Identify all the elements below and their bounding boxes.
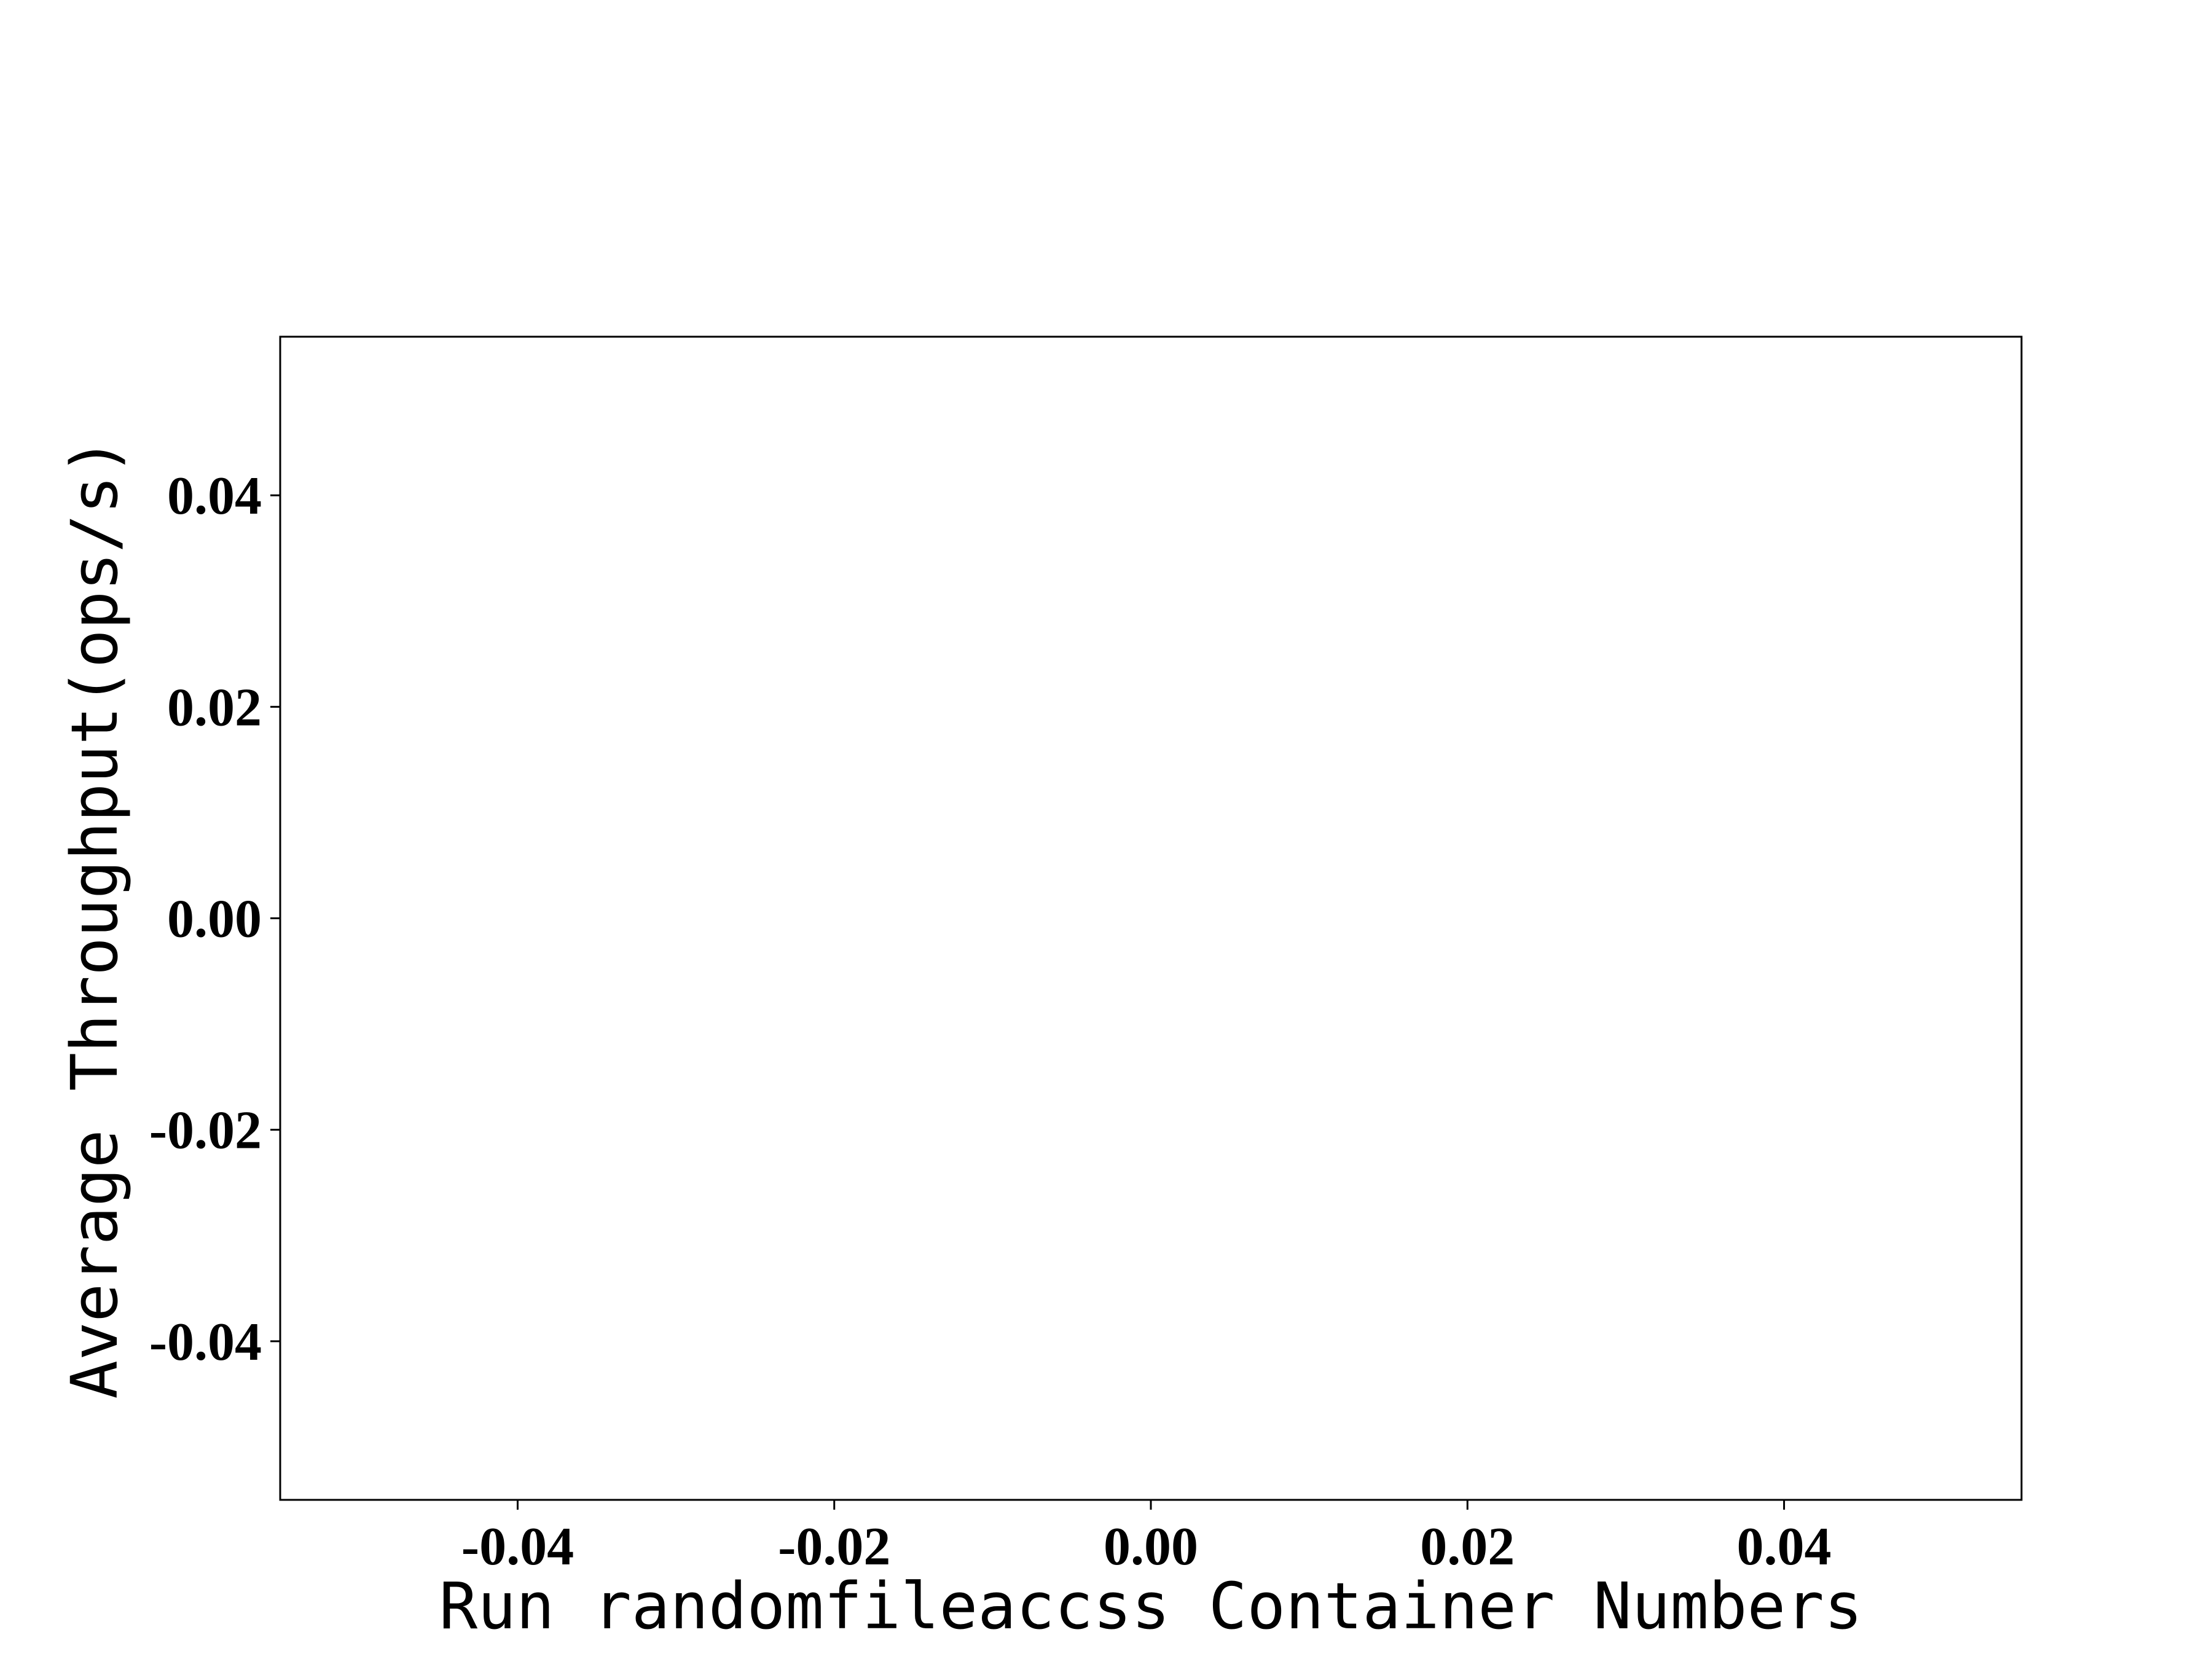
x-tick-label: -0.02 <box>778 1517 890 1577</box>
y-tick-label: 0.02 <box>167 678 262 737</box>
x-tick-label: -0.04 <box>461 1517 574 1577</box>
x-tick-label: 0.02 <box>1420 1517 1515 1577</box>
y-axis-label: Average Throughput(ops/s) <box>57 437 132 1398</box>
x-axis-ticks: -0.04 -0.02 0.00 0.02 0.04 <box>461 1500 1832 1577</box>
y-tick-label: -0.04 <box>149 1312 262 1372</box>
y-tick-label: 0.04 <box>167 466 262 526</box>
x-tick-label: 0.00 <box>1104 1517 1198 1577</box>
x-tick-label: 0.04 <box>1737 1517 1832 1577</box>
y-tick-label: 0.00 <box>167 890 262 949</box>
y-axis-ticks: -0.04 -0.02 0.00 0.02 0.04 <box>149 466 280 1372</box>
x-axis-label: Run randomfileaccss Container Numbers <box>439 1569 1863 1644</box>
y-tick-label: -0.02 <box>149 1101 262 1161</box>
plot-area <box>279 335 2023 1501</box>
